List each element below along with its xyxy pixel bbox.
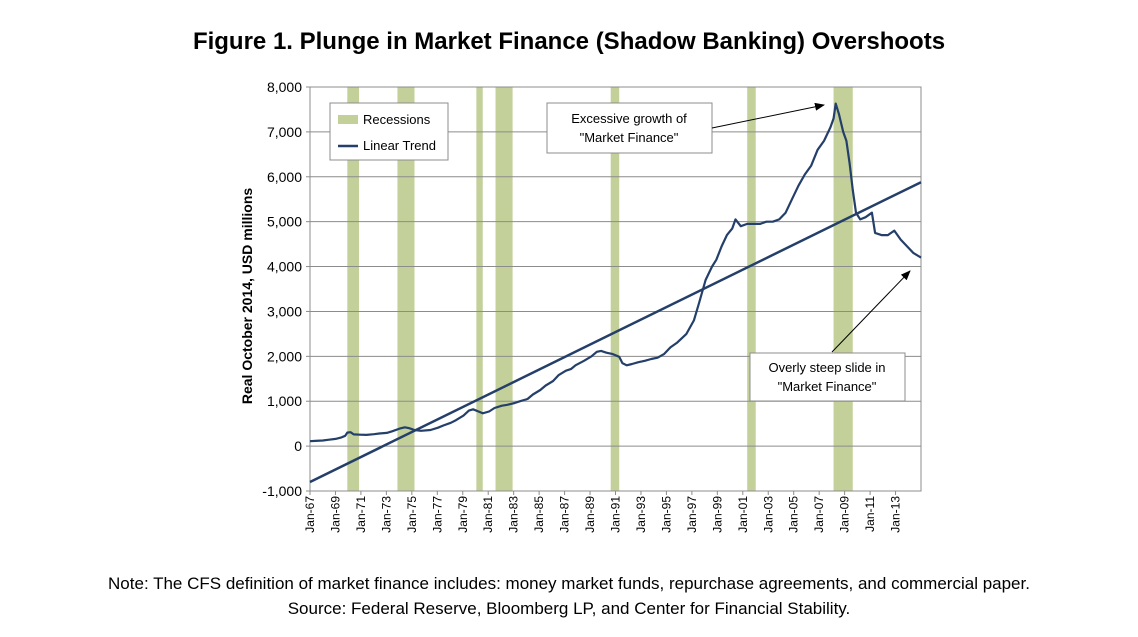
y-tick-label-5: 4,000 <box>267 259 302 275</box>
x-tick-label-9: Jan-85 <box>532 496 546 533</box>
annotation-peak-line1: Excessive growth of <box>571 111 687 126</box>
recession-band-5 <box>747 87 756 491</box>
y-axis-ticks: -1,000 0 1,000 2,000 3,000 4,000 5,000 6,000 7,0… <box>262 79 310 499</box>
x-tick-label-14: Jan-95 <box>659 496 673 533</box>
x-tick-label-13: Jan-93 <box>634 496 648 533</box>
x-tick-label-17: Jan-01 <box>736 496 750 533</box>
recession-band-3 <box>495 87 513 491</box>
y-axis-label: Real October 2014, USD millions <box>239 188 255 405</box>
recession-band-1 <box>397 87 415 491</box>
x-tick-label-15: Jan-97 <box>685 496 699 533</box>
linear-trend-line <box>309 181 922 484</box>
legend-box <box>329 102 449 161</box>
annotation-slide-arrow <box>831 270 911 353</box>
x-tick-label-1: Jan-69 <box>328 496 342 533</box>
annotation-peak-line2: "Market Finance" <box>580 130 679 145</box>
x-tick-label-21: Jan-09 <box>838 496 852 533</box>
x-tick-label-20: Jan-07 <box>812 496 826 533</box>
x-tick-label-8: Jan-83 <box>507 496 521 533</box>
x-tick-label-11: Jan-89 <box>583 496 597 533</box>
y-tick-label-0: -1,000 <box>262 483 302 499</box>
annotation-slide-line1: Overly steep slide in <box>768 360 885 375</box>
recession-band-6 <box>833 87 853 491</box>
y-tick-label-9: 8,000 <box>267 79 302 95</box>
legend-recessions-label: Recessions <box>363 112 431 127</box>
x-tick-label-4: Jan-75 <box>405 496 419 533</box>
x-tick-label-6: Jan-79 <box>456 496 470 533</box>
recession-band-2 <box>476 87 483 491</box>
annotation-slide-line2: "Market Finance" <box>778 379 877 394</box>
y-tick-label-1: 0 <box>294 438 302 454</box>
x-tick-label-16: Jan-99 <box>710 496 724 533</box>
x-tick-label-2: Jan-71 <box>354 496 368 533</box>
annotation-peak-box <box>546 102 713 154</box>
legend-recessions-swatch <box>338 115 358 124</box>
x-tick-label-23: Jan-13 <box>889 496 903 533</box>
annotation-slide: Overly steep slide in "Market Finance" <box>749 352 906 402</box>
recession-band-0 <box>347 87 360 491</box>
series-lines <box>309 102 922 484</box>
footnote-source: Source: Federal Reserve, Bloomberg LP, a… <box>287 599 851 618</box>
y-tick-label-2: 1,000 <box>267 393 302 409</box>
chart-title: Figure 1. Plunge in Market Finance (Shad… <box>192 28 946 55</box>
annotation-peak-arrow <box>711 102 825 129</box>
market-finance-line <box>309 102 922 443</box>
annotation-slide-box <box>749 352 906 402</box>
y-tick-label-8: 7,000 <box>267 124 302 140</box>
footnote-note: Note: The CFS definition of market finan… <box>108 574 1030 593</box>
recession-band-4 <box>610 87 620 491</box>
y-tick-label-7: 6,000 <box>267 169 302 185</box>
x-tick-label-22: Jan-11 <box>863 496 877 532</box>
x-tick-label-7: Jan-81 <box>481 496 495 533</box>
annotation-peak: Excessive growth of "Market Finance" <box>546 102 713 154</box>
y-tick-label-4: 3,000 <box>267 303 302 319</box>
x-tick-label-12: Jan-91 <box>609 496 623 533</box>
legend: Recessions Linear Trend <box>329 102 449 161</box>
x-tick-label-19: Jan-05 <box>787 496 801 533</box>
legend-trend-label: Linear Trend <box>363 138 436 153</box>
y-tick-label-3: 2,000 <box>267 348 302 364</box>
x-tick-label-0: Jan-67 <box>303 496 317 533</box>
x-tick-label-10: Jan-87 <box>558 496 572 533</box>
x-tick-label-3: Jan-73 <box>379 496 393 533</box>
x-tick-label-5: Jan-77 <box>430 496 444 533</box>
x-tick-label-18: Jan-03 <box>761 496 775 533</box>
y-tick-label-6: 5,000 <box>267 214 302 230</box>
x-axis-ticks: Jan-67 Jan-69 Jan-71 Jan-73 Jan-75 Jan-77 Jan-… <box>303 491 903 533</box>
